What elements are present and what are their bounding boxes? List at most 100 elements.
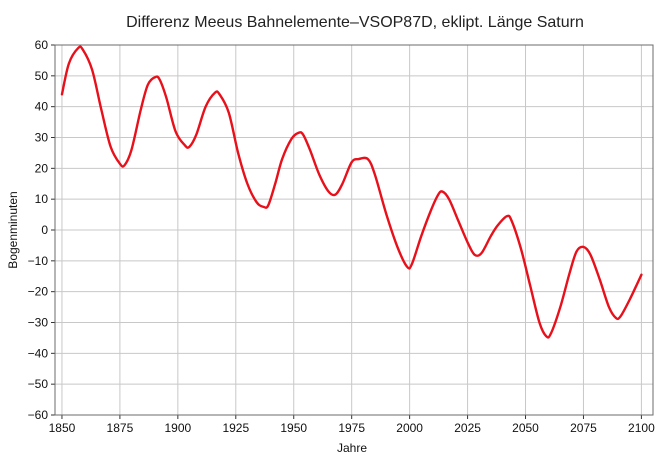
data-point [479,251,483,255]
y-tick-label: 30 [35,131,49,145]
data-point [466,240,470,244]
data-point [301,132,305,136]
data-point [614,316,618,320]
data-point [245,182,249,186]
data-point [428,210,432,214]
data-point [496,223,500,227]
y-tick-label: 10 [35,192,49,206]
data-point [405,265,409,269]
data-point [558,305,562,309]
data-point [204,105,208,109]
data-point [598,277,602,281]
axis-ticks [51,44,642,419]
data-point [435,194,439,198]
series-line-0 [60,45,643,339]
data-point [333,193,337,197]
data-point [456,219,460,223]
data-point [174,129,178,133]
data-point [568,271,572,275]
y-tick-label: −40 [28,346,49,360]
y-tick-label: −10 [28,254,49,268]
y-tick-label: 0 [41,223,48,237]
data-point [213,91,217,95]
data-point [537,321,541,325]
data-point [308,148,312,152]
data-point [588,253,592,257]
data-point [280,157,284,161]
data-point [183,143,187,147]
data-point [157,77,161,81]
data-point [489,234,493,238]
data-point [628,297,632,301]
data-point [350,160,354,164]
data-point [396,247,400,251]
data-point [327,189,331,193]
x-tick-label: 2100 [628,421,655,435]
y-tick-label: −30 [28,316,49,330]
data-point [317,173,321,177]
data-point [153,75,157,79]
data-point [139,108,143,112]
data-point [528,284,532,288]
data-point [227,111,231,115]
data-point [575,250,579,254]
chart-title: Differenz Meeus Bahnelemente–VSOP87D, ek… [126,14,584,31]
data-point [60,92,64,96]
data-point [255,200,259,204]
data-point [76,46,80,50]
data-point [296,131,300,135]
data-point [218,92,222,96]
y-axis-label: Bogenminuten [6,191,20,268]
x-axis-label: Jahre [337,441,367,455]
x-tick-label: 1900 [164,421,191,435]
x-tick-label: 2075 [570,421,597,435]
data-point [384,213,388,217]
data-point [373,173,377,177]
data-point [340,182,344,186]
data-point [262,205,266,209]
y-tick-label: 50 [35,69,49,83]
plot-frame [54,44,654,416]
data-point [581,245,585,249]
x-tick-label: 1875 [107,421,134,435]
y-tick-label: −60 [28,408,49,422]
series-layer [60,45,643,339]
data-point [236,151,240,155]
data-point [549,331,553,335]
data-point [164,95,168,99]
data-point [90,68,94,72]
data-point [447,197,451,201]
data-point [273,182,277,186]
data-point [419,234,423,238]
y-tick-labels: 60 50 40 30 20 10 0 −10 −20 −30 −40 −50 −60 [28,38,49,422]
data-point [123,163,127,167]
data-point [67,62,71,66]
data-point [519,247,523,251]
data-point [366,157,370,161]
data-point [607,305,611,309]
data-point [99,108,103,112]
x-tick-label: 2050 [512,421,539,435]
x-tick-labels: 1850 1875 1900 1925 1950 1975 2000 2025 2050 2075… [49,421,655,435]
data-point [129,148,133,152]
x-tick-label: 2000 [396,421,423,435]
data-point [109,145,113,149]
data-point [266,203,270,207]
grid [55,44,653,416]
data-point [81,48,85,52]
y-tick-label: 60 [35,38,49,52]
y-tick-label: −20 [28,285,49,299]
data-point [194,132,198,136]
data-point [289,137,293,141]
data-point [510,219,514,223]
y-tick-label: −50 [28,377,49,391]
data-point [357,157,361,161]
data-point [187,145,191,149]
data-point [440,189,444,193]
y-tick-label: 40 [35,100,49,114]
data-point [410,262,414,266]
x-tick-label: 1950 [280,421,307,435]
data-point [146,83,150,87]
data-point [473,253,477,257]
